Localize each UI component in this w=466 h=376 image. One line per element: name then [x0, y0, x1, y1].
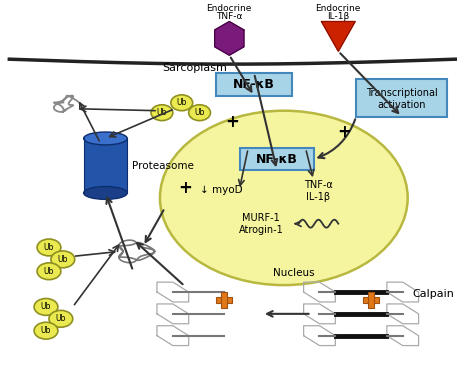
Text: Ub: Ub — [55, 314, 66, 323]
Text: +: + — [178, 179, 192, 197]
Text: Endocrine: Endocrine — [206, 4, 252, 13]
Ellipse shape — [49, 310, 73, 327]
Text: Atrogin-1: Atrogin-1 — [239, 224, 283, 235]
Text: activation: activation — [377, 100, 426, 110]
Ellipse shape — [171, 95, 192, 111]
Text: Ub: Ub — [58, 255, 68, 264]
Text: Ub: Ub — [44, 243, 54, 252]
Text: Ub: Ub — [194, 108, 205, 117]
Ellipse shape — [83, 186, 127, 199]
Polygon shape — [215, 21, 244, 55]
Ellipse shape — [34, 322, 58, 339]
Text: Proteasome: Proteasome — [132, 161, 194, 171]
Ellipse shape — [160, 111, 408, 285]
FancyBboxPatch shape — [368, 292, 374, 308]
Ellipse shape — [37, 263, 61, 280]
Ellipse shape — [37, 239, 61, 256]
FancyBboxPatch shape — [216, 297, 232, 303]
Text: Ub: Ub — [177, 98, 187, 107]
Text: +: + — [226, 112, 239, 130]
Text: NF-κB: NF-κB — [256, 153, 298, 166]
FancyBboxPatch shape — [363, 297, 379, 303]
Text: Calpain: Calpain — [412, 289, 454, 299]
FancyBboxPatch shape — [356, 79, 447, 117]
Text: IL-1β: IL-1β — [327, 12, 350, 21]
Text: Ub: Ub — [44, 267, 54, 276]
Text: TNF-α: TNF-α — [304, 180, 333, 190]
Text: +: + — [337, 123, 351, 141]
Ellipse shape — [51, 251, 75, 268]
FancyBboxPatch shape — [240, 149, 314, 170]
Text: Ub: Ub — [41, 302, 51, 311]
FancyBboxPatch shape — [83, 138, 127, 193]
Text: Endocrine: Endocrine — [315, 4, 361, 13]
Ellipse shape — [83, 132, 127, 145]
Text: TNF-α: TNF-α — [216, 12, 243, 21]
Ellipse shape — [34, 299, 58, 315]
Text: NF-κB: NF-κB — [233, 78, 275, 91]
Text: IL-1β: IL-1β — [307, 192, 330, 202]
Polygon shape — [322, 21, 355, 51]
Text: MURF-1: MURF-1 — [242, 213, 280, 223]
Ellipse shape — [151, 105, 173, 121]
Text: Sarcoplasm: Sarcoplasm — [162, 63, 227, 73]
Text: Nucleus: Nucleus — [273, 268, 315, 278]
Text: ↓ myoD: ↓ myoD — [200, 185, 243, 195]
Text: Ub: Ub — [157, 108, 167, 117]
Text: Transcriptional: Transcriptional — [366, 88, 438, 98]
Ellipse shape — [189, 105, 211, 121]
FancyBboxPatch shape — [216, 73, 292, 96]
Text: Ub: Ub — [41, 326, 51, 335]
FancyBboxPatch shape — [221, 292, 227, 308]
